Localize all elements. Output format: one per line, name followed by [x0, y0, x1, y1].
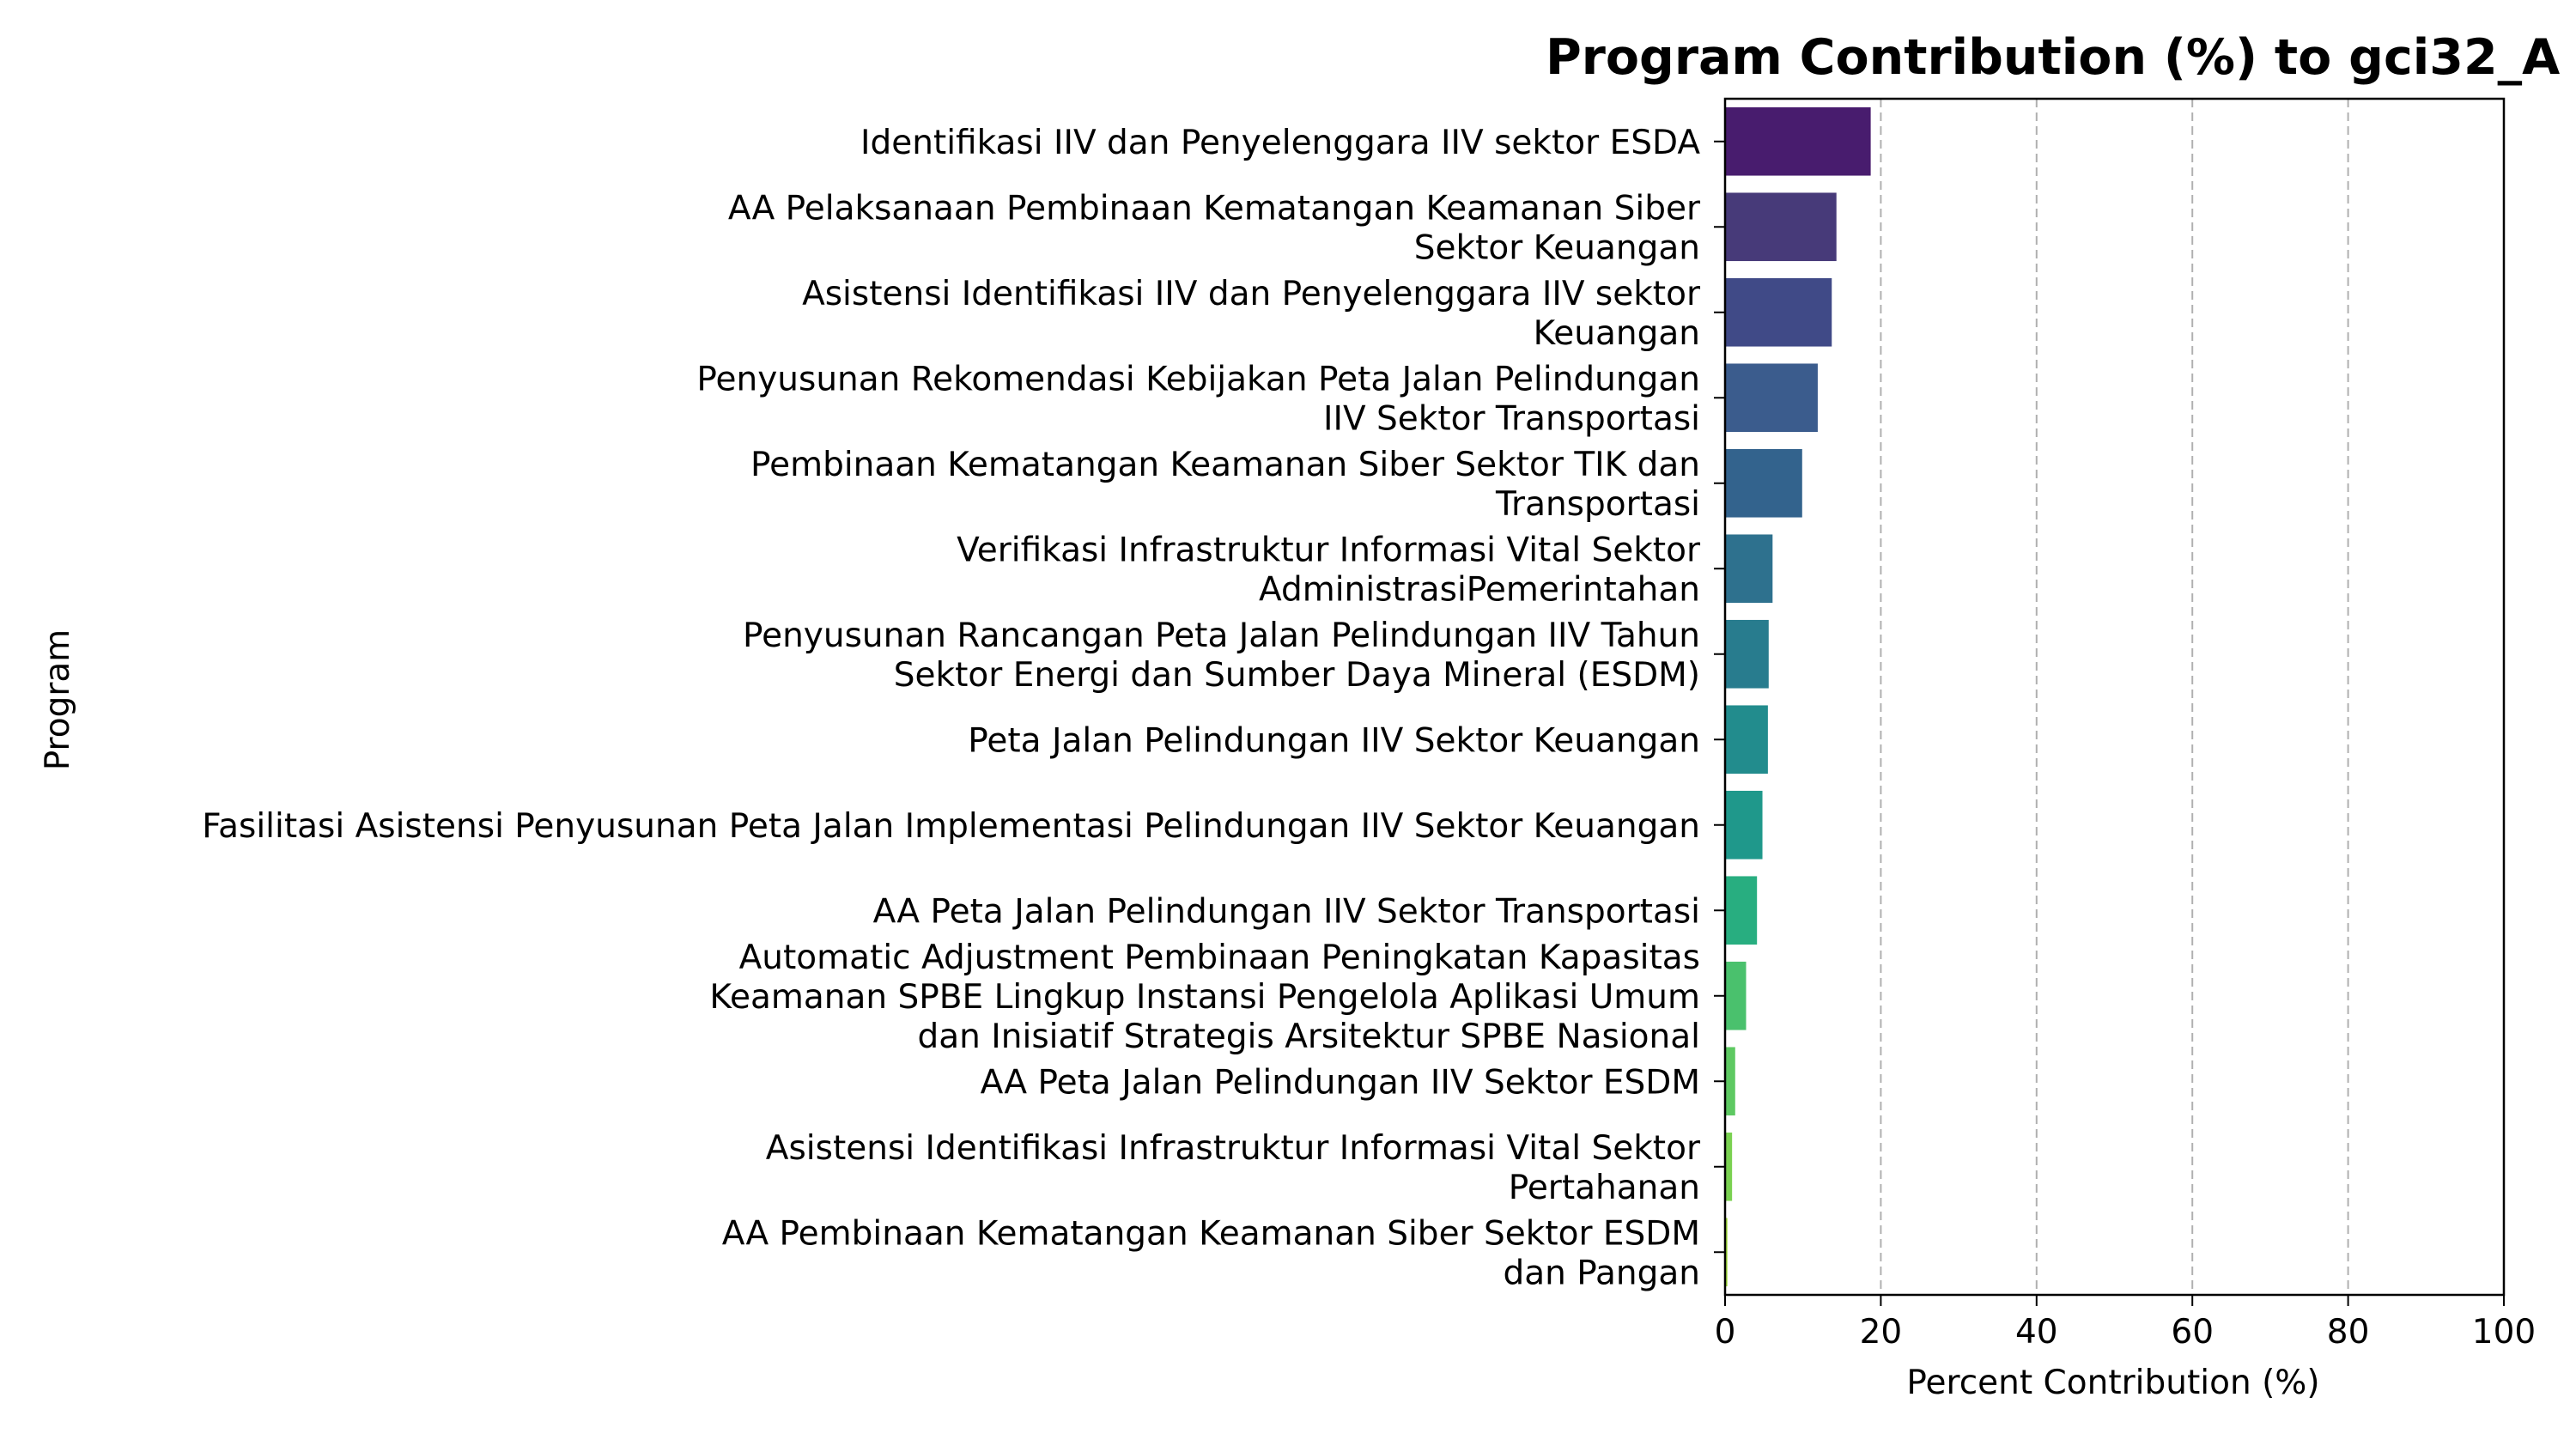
y-category-label: AA Peta Jalan Pelindungan IIV Sektor ESD… [981, 1063, 1700, 1102]
y-category-label: Pembinaan Kematangan Keamanan Siber Sekt… [750, 446, 1700, 484]
y-category-labels: Identifikasi IIV dan Penyelenggara IIV s… [202, 124, 1725, 1292]
x-axis-label: Percent Contribution (%) [1906, 1364, 2319, 1402]
y-category-label: Pertahanan [1509, 1169, 1700, 1207]
x-tick-label: 40 [2015, 1313, 2058, 1352]
x-ticks: 0 20 40 60 80 100 [1715, 1295, 2536, 1352]
plot-frame [1723, 97, 2506, 1297]
y-category-label: AdministrasiPemerintahan [1259, 570, 1700, 609]
y-category-label: Penyusunan Rancangan Peta Jalan Pelindun… [743, 617, 1700, 655]
bar [1725, 790, 1763, 860]
y-category-label: IIV Sektor Transportasi [1323, 399, 1700, 438]
bar [1725, 277, 1832, 347]
bar [1725, 1047, 1735, 1116]
bar [1725, 705, 1768, 775]
x-tick-label: 20 [1860, 1313, 1903, 1352]
y-category-label: Identifikasi IIV dan Penyelenggara IIV s… [860, 124, 1700, 162]
chart-title: Program Contribution (%) to gci32_A [1546, 29, 2560, 86]
bars [1725, 106, 1871, 1287]
y-category-label: Sektor Keuangan [1414, 228, 1700, 267]
bar [1725, 106, 1871, 176]
y-axis-label: Program [39, 629, 77, 771]
y-category-label: AA Pelaksanaan Pembinaan Kematangan Keam… [728, 189, 1701, 228]
x-tick-label: 100 [2472, 1313, 2536, 1352]
bar [1725, 619, 1769, 689]
y-category-label: dan Pangan [1503, 1254, 1700, 1292]
y-category-label: Fasilitasi Asistensi Penyusunan Peta Jal… [202, 807, 1700, 846]
y-category-label: Keuangan [1534, 314, 1700, 353]
y-category-label: Asistensi Identifikasi IIV dan Penyeleng… [802, 275, 1701, 313]
y-category-label: AA Pembinaan Kematangan Keamanan Siber S… [722, 1214, 1700, 1253]
y-category-label: Keamanan SPBE Lingkup Instansi Pengelola… [709, 978, 1700, 1017]
x-tick-label: 60 [2171, 1313, 2214, 1352]
bar [1725, 1132, 1733, 1201]
x-tick-label: 80 [2327, 1313, 2370, 1352]
bar [1725, 448, 1802, 518]
bar [1725, 961, 1747, 1030]
bar [1725, 192, 1837, 262]
bar [1725, 534, 1773, 604]
y-category-label: Asistensi Identifikasi Infrastruktur Inf… [766, 1129, 1701, 1168]
bar [1725, 363, 1818, 433]
x-tick-label: 0 [1715, 1313, 1736, 1352]
y-category-label: Automatic Adjustment Pembinaan Peningkat… [739, 939, 1700, 977]
bar [1725, 1218, 1728, 1287]
gridlines [1880, 99, 2349, 1295]
y-category-label: dan Inisiatif Strategis Arsitektur SPBE … [918, 1018, 1701, 1056]
y-category-label: Peta Jalan Pelindungan IIV Sektor Keuang… [968, 721, 1700, 760]
y-category-label: Sektor Energi dan Sumber Daya Mineral (E… [894, 656, 1700, 695]
axes [1723, 97, 2506, 1297]
bar [1725, 876, 1758, 945]
y-category-label: Verifikasi Infrastruktur Informasi Vital… [957, 531, 1701, 569]
y-category-label: Transportasi [1495, 485, 1700, 524]
y-category-label: Penyusunan Rekomendasi Kebijakan Peta Ja… [696, 360, 1700, 398]
y-category-label: AA Peta Jalan Pelindungan IIV Sektor Tra… [873, 892, 1700, 931]
